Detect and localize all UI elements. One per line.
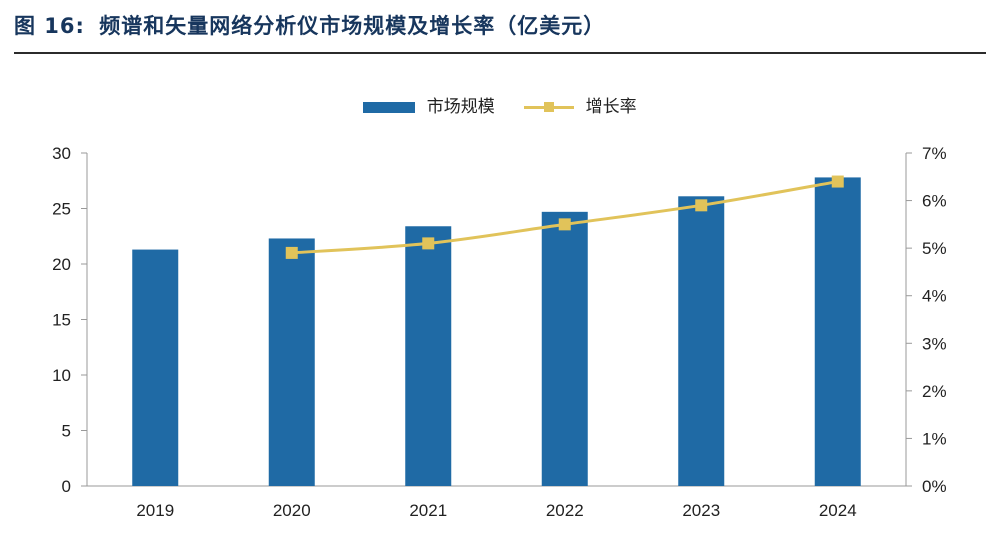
legend-item-bar: 市场规模 — [363, 92, 495, 117]
left-tick-label: 20 — [52, 255, 71, 274]
bar — [132, 249, 179, 486]
right-tick-label: 5% — [922, 239, 947, 258]
growth-marker — [422, 237, 435, 250]
legend: 市场规模 增长率 — [0, 92, 1000, 117]
growth-marker — [831, 175, 844, 188]
figure-title: 频谱和矢量网络分析仪市场规模及增长率（亿美元） — [99, 14, 606, 38]
growth-markers — [285, 175, 844, 259]
legend-item-line: 增长率 — [524, 92, 637, 117]
legend-bar-swatch — [363, 101, 416, 113]
growth-marker — [285, 246, 298, 259]
legend-line-swatch — [524, 101, 575, 113]
right-tick-label: 0% — [922, 477, 947, 496]
x-tick-label: 2024 — [819, 501, 857, 520]
x-tick-label: 2019 — [136, 501, 174, 520]
legend-line-label: 增长率 — [585, 97, 637, 117]
x-tick-label: 2022 — [546, 501, 584, 520]
bar — [541, 211, 588, 486]
right-tick-label: 1% — [922, 429, 947, 448]
figure-label: 图 16: — [14, 14, 85, 38]
right-tick-label: 6% — [922, 192, 947, 211]
right-tick-label: 4% — [922, 287, 947, 306]
left-y-ticks: 0 5 10 15 20 25 30 — [52, 144, 87, 496]
bar-series — [132, 177, 861, 487]
x-tick-label: 2021 — [409, 501, 447, 520]
left-tick-label: 25 — [52, 200, 71, 219]
right-y-ticks: 0% 1% 2% 3% 4% 5% 6% 7% — [906, 144, 947, 496]
bar — [814, 177, 861, 487]
left-tick-label: 15 — [52, 311, 71, 330]
left-tick-label: 30 — [52, 144, 71, 163]
growth-marker — [558, 218, 571, 231]
legend-bar-label: 市场规模 — [426, 97, 495, 117]
left-tick-label: 5 — [62, 422, 71, 441]
bar — [678, 196, 725, 487]
right-tick-label: 7% — [922, 144, 947, 163]
bar — [268, 238, 315, 486]
chart-title: 图 16: 频谱和矢量网络分析仪市场规模及增长率（亿美元） — [14, 10, 605, 40]
x-tick-labels: 2019 2020 2021 2022 2023 2024 — [136, 501, 856, 520]
right-tick-label: 3% — [922, 334, 947, 353]
left-tick-label: 10 — [52, 366, 71, 385]
x-tick-label: 2023 — [682, 501, 720, 520]
growth-marker — [695, 199, 708, 212]
title-bar — [14, 12, 986, 54]
bar — [405, 226, 452, 486]
x-tick-label: 2020 — [273, 501, 311, 520]
left-tick-label: 0 — [62, 477, 71, 496]
right-tick-label: 2% — [922, 382, 947, 401]
